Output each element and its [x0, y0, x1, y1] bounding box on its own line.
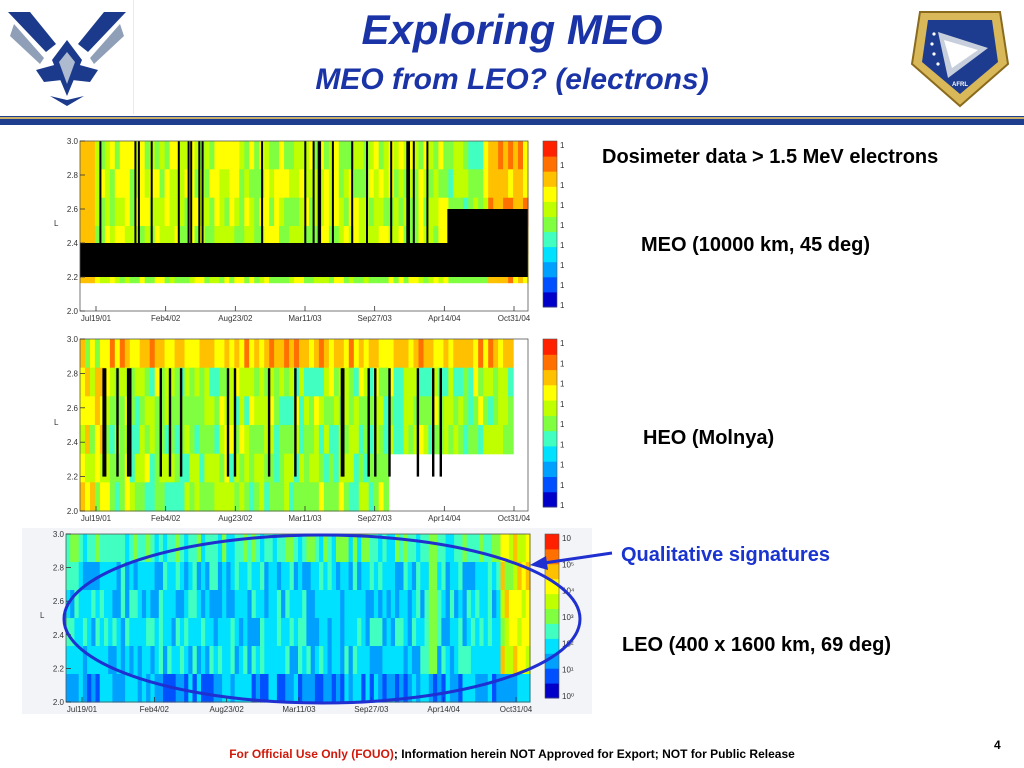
colorbar-tick-label: 10¹: [560, 241, 564, 250]
y-tick-label: 3.0: [67, 335, 79, 344]
x-tick-label: Aug23/02: [218, 314, 253, 323]
colorbar-tick-label: 10⁻²: [560, 301, 564, 310]
heo-dosimeter-plot: 3.0 2.8 2.6 2.4 2.2 2.0 L Jul19/01 Feb4/02 Aug23/…: [54, 335, 564, 523]
leo-label: LEO (400 x 1600 km, 69 deg): [622, 634, 892, 656]
header-divider: [0, 116, 1024, 125]
x-tick-label: Oct31/04: [498, 514, 531, 523]
spectrogram-cells: [80, 339, 514, 512]
x-tick-label: Aug23/02: [218, 514, 253, 523]
export-notice: ; Information herein NOT Approved for Ex…: [393, 747, 795, 761]
colorbar-tick-label: 10⁴: [562, 587, 575, 596]
plot-frame: [79, 140, 529, 312]
meo-dosimeter-plot: 3.0 2.8 2.6 2.4 2.2 2.0 L Jul19/01 Feb4/02 Aug23/…: [54, 137, 564, 323]
page-number: 4: [994, 738, 1001, 752]
plot-frame: [79, 338, 529, 512]
colorbar-tick-label: 10¹: [562, 666, 574, 675]
y-tick-label: 2.2: [67, 273, 79, 282]
colorbar-tick-label: 10⁰: [560, 461, 564, 470]
dosimeter-label: Dosimeter data > 1.5 MeV electrons: [602, 146, 939, 168]
heo-label: HEO (Molnya): [643, 427, 775, 449]
x-tick-label: Feb4/02: [140, 705, 170, 714]
y-tick-label: 2.6: [53, 597, 65, 606]
colorbar: [542, 140, 558, 308]
colorbar-tick-label: 10³: [560, 201, 564, 210]
colorbar-tick-label: 10⁵: [560, 359, 564, 368]
y-tick-label: 3.0: [53, 530, 65, 539]
colorbar-tick-label: 10²: [560, 221, 564, 230]
slide-subtitle: MEO from LEO? (electrons): [315, 63, 709, 96]
leo-dosimeter-plot: 3.0 2.8 2.6 2.4 2.2 2.0 L Jul19/01 Feb4/02 Aug23/…: [22, 528, 592, 714]
y-tick-label: 2.2: [53, 664, 65, 673]
y-tick-label: 2.2: [67, 473, 79, 482]
colorbar-tick-label: 10⁰: [560, 261, 564, 270]
x-tick-label: Sep27/03: [358, 514, 393, 523]
x-tick-label: Apr14/04: [428, 514, 461, 523]
meo-label: MEO (10000 km, 45 deg): [641, 234, 870, 256]
x-tick-label: Mar11/03: [282, 705, 316, 714]
colorbar-tick-label: 10⁻¹: [560, 481, 564, 490]
colorbar-tick-label: 10⁴: [560, 181, 564, 190]
x-tick-label: Feb4/02: [151, 514, 181, 523]
colorbar: [544, 533, 560, 699]
colorbar-tick-label: 10⁴: [560, 380, 564, 389]
air-force-research-laboratory-seal: AFRL: [910, 11, 1010, 108]
y-axis-label: L: [40, 611, 45, 620]
x-tick-label: Apr14/04: [427, 705, 460, 714]
x-tick-label: Mar11/03: [288, 514, 322, 523]
colorbar-tick-label: 10⁻²: [560, 501, 564, 510]
y-tick-label: 2.8: [67, 171, 79, 180]
x-tick-label: Aug23/02: [210, 705, 245, 714]
y-axis-label: L: [54, 219, 59, 228]
y-tick-label: 2.4: [53, 631, 65, 640]
y-tick-label: 2.0: [67, 307, 79, 316]
data-gap-band: [80, 243, 528, 277]
colorbar-tick-label: 10³: [560, 400, 564, 409]
x-tick-label: Jul19/01: [67, 705, 98, 714]
colorbar-tick-label: 10: [560, 141, 564, 150]
x-tick-label: Sep27/03: [358, 314, 393, 323]
y-axis-label: L: [54, 418, 59, 427]
y-tick-label: 2.6: [67, 404, 79, 413]
x-tick-label: Apr14/04: [428, 314, 461, 323]
y-tick-label: 2.4: [67, 438, 79, 447]
spectrogram-cells: [66, 534, 531, 703]
colorbar-tick-label: 10⁵: [562, 560, 574, 569]
colorbar-tick-label: 10⁻¹: [560, 281, 564, 290]
fouo-notice: For Official Use Only (FOUO): [229, 747, 394, 761]
colorbar-tick-label: 10²: [562, 639, 574, 648]
y-tick-label: 2.6: [67, 205, 79, 214]
y-tick-label: 2.0: [67, 507, 79, 516]
colorbar-tick-label: 10³: [562, 613, 574, 622]
colorbar-tick-label: 10⁰: [562, 692, 574, 701]
x-tick-label: Jul19/01: [81, 314, 112, 323]
colorbar-tick-label: 10²: [560, 420, 564, 429]
y-tick-label: 3.0: [67, 137, 79, 146]
qualitative-signatures-label: Qualitative signatures: [621, 544, 830, 566]
slide-title: Exploring MEO: [361, 6, 663, 53]
air-force-wings-logo: [0, 0, 134, 114]
header-divider-accent: [0, 117, 1024, 119]
x-tick-label: Oct31/04: [500, 705, 533, 714]
x-tick-label: Sep27/03: [354, 705, 389, 714]
colorbar: [542, 338, 558, 508]
svg-text:AFRL: AFRL: [952, 82, 968, 88]
x-tick-label: Jul19/01: [81, 514, 112, 523]
y-tick-label: 2.8: [53, 564, 65, 573]
colorbar-tick-label: 10: [562, 534, 571, 543]
y-tick-label: 2.0: [53, 698, 65, 707]
y-tick-label: 2.4: [67, 239, 79, 248]
data-gap-block: [447, 209, 528, 243]
x-tick-label: Oct31/04: [498, 314, 531, 323]
footer-notice: For Official Use Only (FOUO); Informatio…: [0, 747, 1024, 761]
x-tick-label: Mar11/03: [288, 314, 322, 323]
colorbar-tick-label: 10⁵: [560, 161, 564, 170]
y-tick-label: 2.8: [67, 369, 79, 378]
x-tick-label: Feb4/02: [151, 314, 181, 323]
colorbar-tick-label: 10¹: [560, 440, 564, 449]
colorbar-tick-label: 10: [560, 339, 564, 348]
